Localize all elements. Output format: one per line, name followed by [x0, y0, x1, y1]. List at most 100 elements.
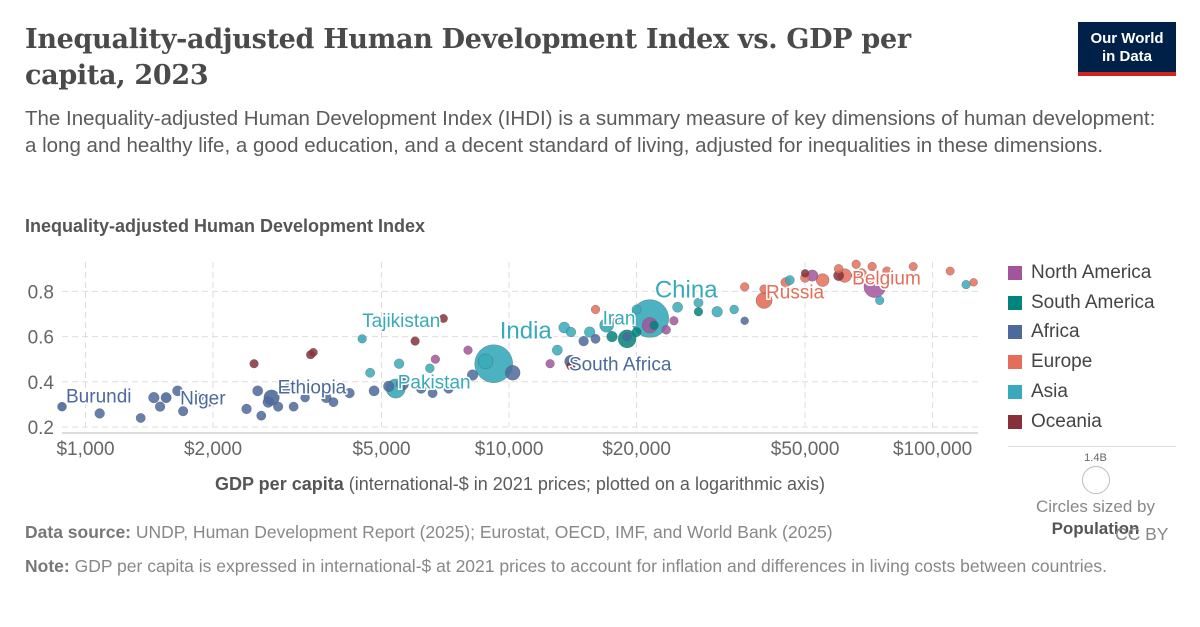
- data-point[interactable]: [160, 392, 172, 404]
- data-point[interactable]: [393, 358, 405, 369]
- data-point[interactable]: [383, 380, 395, 392]
- data-point[interactable]: [867, 261, 877, 272]
- data-point[interactable]: [590, 333, 601, 344]
- data-point[interactable]: [649, 320, 659, 330]
- data-point[interactable]: [193, 392, 204, 403]
- legend-label: Africa: [1031, 321, 1080, 343]
- data-point[interactable]: [599, 318, 614, 333]
- legend-item-asia[interactable]: Asia: [1008, 377, 1155, 407]
- data-point[interactable]: [740, 282, 750, 292]
- data-point[interactable]: [252, 385, 264, 397]
- data-point[interactable]: [135, 413, 146, 423]
- data-point[interactable]: [249, 359, 259, 369]
- legend-swatch: [1008, 385, 1022, 400]
- data-point[interactable]: [262, 396, 274, 408]
- data-point[interactable]: [344, 387, 355, 399]
- data-point[interactable]: [882, 266, 892, 276]
- owid-logo[interactable]: Our World in Data: [1078, 22, 1176, 76]
- data-point[interactable]: [430, 354, 440, 364]
- data-point[interactable]: [711, 306, 723, 318]
- data-point[interactable]: [672, 301, 683, 313]
- data-point[interactable]: [631, 327, 642, 337]
- data-point[interactable]: [320, 392, 332, 403]
- data-point[interactable]: [466, 369, 479, 381]
- data-point[interactable]: [606, 331, 618, 343]
- data-point[interactable]: [590, 304, 601, 315]
- data-point[interactable]: [57, 401, 67, 412]
- data-point[interactable]: [288, 401, 299, 412]
- data-point[interactable]: [551, 344, 563, 356]
- data-point[interactable]: [584, 326, 596, 338]
- data-point[interactable]: [425, 363, 435, 373]
- data-point[interactable]: [357, 334, 367, 344]
- point-label: China: [655, 277, 718, 304]
- data-point[interactable]: [463, 345, 473, 355]
- chart-title: Inequality-adjusted Human Development In…: [25, 24, 911, 91]
- data-point[interactable]: [300, 392, 310, 403]
- data-point[interactable]: [740, 316, 749, 325]
- data-point[interactable]: [203, 397, 214, 407]
- data-point[interactable]: [427, 388, 438, 398]
- data-point[interactable]: [396, 377, 409, 391]
- data-point[interactable]: [565, 326, 577, 338]
- data-point[interactable]: [94, 408, 105, 419]
- data-point[interactable]: [282, 383, 293, 394]
- data-point[interactable]: [365, 367, 376, 378]
- data-point[interactable]: [851, 270, 861, 281]
- data-point[interactable]: [273, 401, 284, 412]
- size-legend-circle: [1081, 466, 1110, 494]
- data-point[interactable]: [945, 266, 955, 276]
- data-point[interactable]: [545, 359, 555, 369]
- legend-item-europe[interactable]: Europe: [1008, 347, 1155, 377]
- data-point[interactable]: [863, 275, 886, 298]
- data-point[interactable]: [505, 365, 521, 381]
- data-point[interactable]: [961, 280, 971, 290]
- data-point[interactable]: [669, 316, 679, 326]
- point-label: India: [500, 318, 553, 345]
- data-point[interactable]: [148, 392, 160, 404]
- data-point[interactable]: [784, 275, 795, 285]
- data-point[interactable]: [661, 325, 671, 335]
- license-link[interactable]: CC BY: [1115, 524, 1169, 544]
- data-point[interactable]: [969, 278, 978, 287]
- data-point[interactable]: [368, 385, 380, 397]
- data-point[interactable]: [759, 284, 769, 294]
- legend-item-north-america[interactable]: North America: [1008, 258, 1155, 288]
- legend-item-south-america[interactable]: South America: [1008, 288, 1155, 318]
- data-point[interactable]: [256, 410, 267, 421]
- data-point[interactable]: [833, 264, 844, 274]
- data-point[interactable]: [438, 314, 448, 323]
- data-point[interactable]: [566, 361, 576, 371]
- legend: North America South America Africa Europ…: [1008, 258, 1155, 437]
- data-point[interactable]: [410, 336, 420, 346]
- data-point[interactable]: [477, 353, 494, 370]
- data-point[interactable]: [308, 347, 318, 357]
- legend-swatch: [1008, 295, 1022, 310]
- data-point[interactable]: [415, 383, 427, 394]
- data-point[interactable]: [578, 335, 589, 347]
- data-point[interactable]: [328, 397, 339, 408]
- legend-swatch: [1008, 414, 1022, 429]
- data-point[interactable]: [631, 304, 642, 315]
- data-point[interactable]: [875, 295, 885, 306]
- data-point[interactable]: [172, 385, 183, 397]
- data-point[interactable]: [154, 401, 166, 412]
- data-point[interactable]: [800, 269, 810, 278]
- data-point[interactable]: [622, 332, 632, 342]
- logo-line-2: in Data: [1101, 48, 1152, 65]
- data-point[interactable]: [693, 307, 704, 317]
- data-point[interactable]: [443, 383, 454, 394]
- legend-item-africa[interactable]: Africa: [1008, 318, 1155, 348]
- data-point[interactable]: [178, 406, 189, 417]
- data-point[interactable]: [908, 262, 918, 271]
- y-tick-label: 0.2: [28, 418, 54, 439]
- axis-ticks: 0.2 0.4 0.6 0.8 $1,000 $2,000 $5,000 $10,000 $20…: [28, 282, 973, 460]
- legend-item-oceania[interactable]: Oceania: [1008, 407, 1155, 437]
- data-point[interactable]: [729, 304, 739, 315]
- x-axis-title-rest: (international-$ in 2021 prices; plotted…: [344, 474, 825, 494]
- data-point[interactable]: [851, 259, 861, 269]
- data-point[interactable]: [612, 316, 622, 326]
- data-point[interactable]: [241, 403, 252, 415]
- x-axis-title-bold: GDP per capita: [215, 474, 345, 494]
